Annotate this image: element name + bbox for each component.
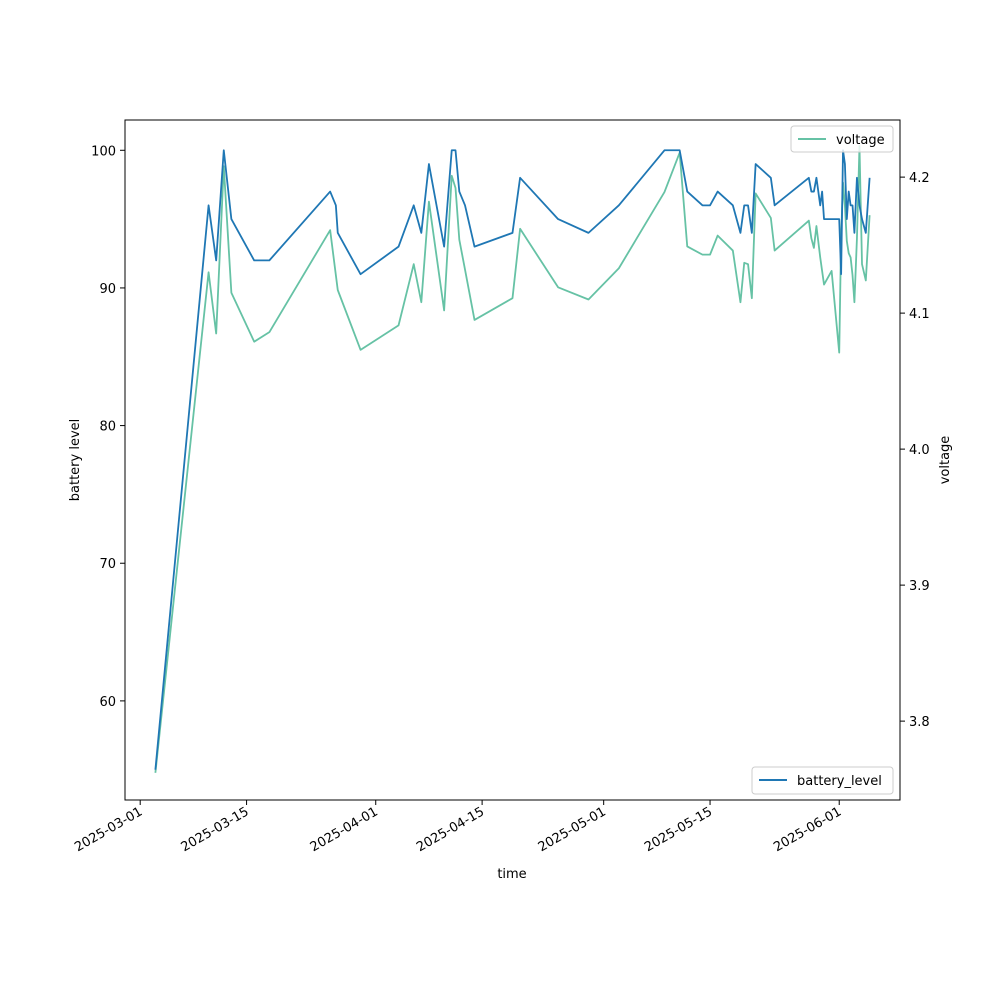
plot-frame (124, 119, 901, 801)
series-line-voltage (154, 144, 871, 773)
left-tick-label: 80 (99, 420, 116, 435)
legend-battery-level: battery_level (751, 766, 894, 795)
right-axis-ticks: 3.8 3.9 4.0 4.1 4.2 (900, 171, 930, 730)
left-tick-label: 60 (99, 695, 116, 710)
left-axis-label: battery level (68, 419, 83, 502)
legend-label-battery-level: battery_level (797, 774, 882, 789)
left-tick-label: 70 (99, 557, 116, 572)
left-axis-ticks: 60 70 80 90 100 (91, 144, 125, 710)
right-tick-label: 4.0 (909, 443, 930, 458)
right-axis-label: voltage (938, 436, 953, 485)
legend-box (751, 766, 894, 795)
series-line-battery-level (154, 149, 871, 770)
right-tick-label: 3.8 (909, 715, 930, 730)
right-tick-label: 3.9 (909, 579, 930, 594)
legend-box (790, 125, 894, 153)
legend-voltage: voltage (790, 125, 894, 153)
left-tick-label: 100 (91, 144, 116, 159)
legend-label-voltage: voltage (836, 133, 885, 148)
right-tick-label: 4.2 (909, 171, 930, 186)
x-axis-label: time (497, 867, 526, 882)
left-tick-label: 90 (99, 282, 116, 297)
series-layer (154, 144, 871, 773)
right-tick-label: 4.1 (909, 307, 930, 322)
